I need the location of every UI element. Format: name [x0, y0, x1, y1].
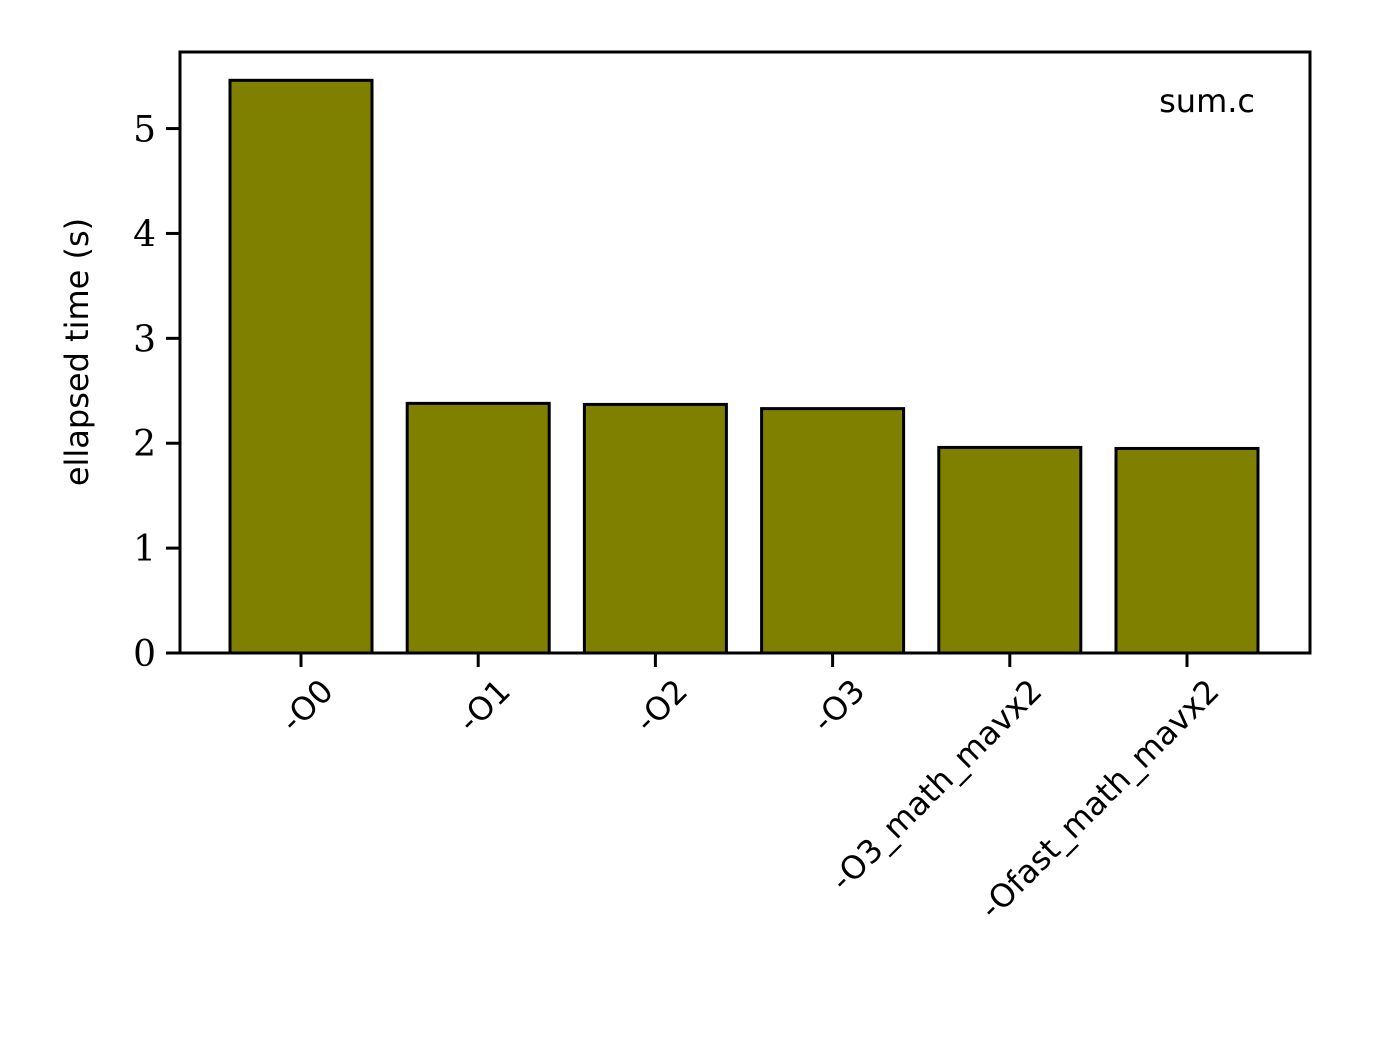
y-tick-label: 5: [133, 110, 156, 151]
x-tick-label: -O2: [627, 672, 695, 740]
x-axis-ticks: -O0 -O1 -O2 -O3-O3_math_mavx2-Ofast_math_ma…: [273, 653, 1227, 927]
y-axis-ticks: 0 1 2 3 4 5: [133, 110, 180, 675]
y-tick-label: 3: [133, 319, 156, 360]
bar-o3: [760, 407, 906, 655]
bar-o3_math_mavx2: [937, 445, 1083, 655]
x-tick-label: -O0: [273, 672, 341, 740]
chart-annotation: sum.c: [1159, 82, 1255, 120]
y-tick-label: 0: [133, 634, 156, 675]
y-tick-label: 4: [133, 214, 156, 255]
x-tick-label: -O3: [804, 672, 872, 740]
y-axis-label: ellapsed time (s): [58, 218, 96, 486]
x-tick-label: -O1: [450, 672, 518, 740]
bars-group: [228, 78, 1260, 655]
bar-o2: [582, 402, 728, 655]
bar-ofast_math_mavx2: [1114, 446, 1260, 655]
y-tick-label: 1: [133, 529, 156, 570]
bar-o0: [228, 78, 374, 655]
y-tick-label: 2: [133, 424, 156, 465]
bar-o1: [405, 401, 551, 655]
plot-frame: [178, 50, 1312, 655]
